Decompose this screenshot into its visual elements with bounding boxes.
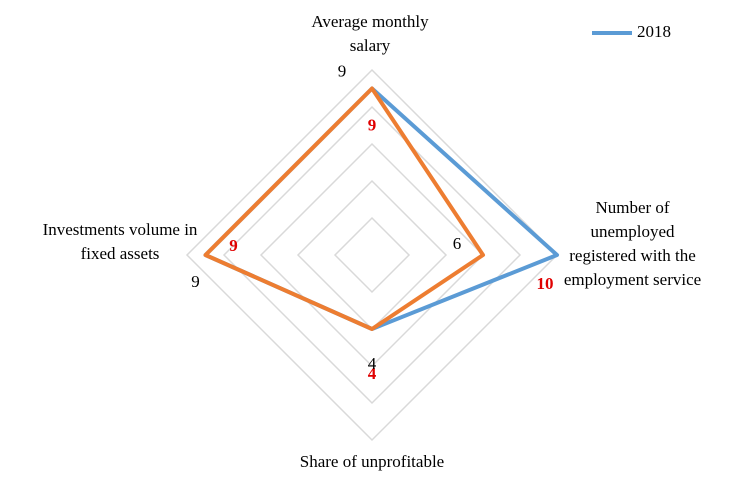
category-label: Number of unemployed registered with the… [563,198,702,289]
data-label: 9 [368,115,377,134]
data-label: 6 [453,234,462,253]
data-label: 9 [338,61,347,80]
category-label: Average monthly salary [311,12,429,55]
data-label: 9 [229,236,238,255]
grid-ring [333,216,411,294]
grid-ring [222,105,522,405]
series-line [203,86,559,331]
grid-ring [259,142,485,368]
data-label: 10 [537,274,554,293]
data-label: 4 [368,364,377,383]
data-label: 4 [368,354,377,373]
grid-ring [185,68,559,442]
data-label: 9 [191,272,200,291]
legend-label: 2018 [637,22,671,41]
category-label: Investments volume in fixed assets [42,220,198,263]
series-line [203,86,485,331]
category-label: Share of unprofitable [299,452,445,471]
